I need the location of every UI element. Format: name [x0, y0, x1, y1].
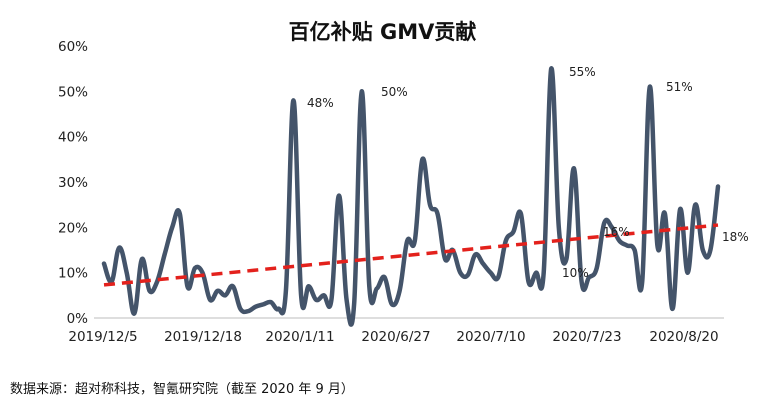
x-tick-label: 2019/12/5 — [68, 329, 137, 345]
gmv-contribution-line — [101, 66, 721, 327]
y-tick-label: 0% — [67, 311, 89, 327]
x-tick-label: 2020/8/20 — [649, 329, 718, 345]
annotation-label: 10% — [562, 266, 589, 280]
source-note: 数据来源：超对称科技，智氪研究院（截至 2020 年 9 月） — [10, 382, 354, 397]
y-tick-label: 30% — [58, 175, 88, 191]
annotation-label: 51% — [666, 80, 693, 94]
y-tick-label: 40% — [58, 130, 88, 146]
x-tick-label: 2020/6/27 — [361, 329, 430, 345]
x-tick-label: 2020/1/11 — [265, 329, 334, 345]
x-tick-label: 2019/12/18 — [164, 329, 242, 345]
annotation-label: 50% — [381, 85, 408, 99]
y-tick-label: 60% — [58, 39, 88, 55]
x-tick-label: 2020/7/10 — [456, 329, 525, 345]
annotations: 48% 50% 55% 51% 10% 16% 18% — [307, 65, 749, 280]
line-chart: 0% 10% 20% 30% 40% 50% 60% 2019/12/5 2019/12/18… — [58, 39, 749, 345]
x-axis: 2019/12/5 2019/12/18 2020/1/11 2020/6/27 202… — [68, 329, 718, 345]
y-tick-label: 20% — [58, 220, 88, 236]
annotation-label: 48% — [307, 96, 334, 110]
y-tick-label: 10% — [58, 266, 88, 282]
trend-line — [103, 223, 719, 287]
y-tick-label: 50% — [58, 84, 88, 100]
chart-title: 百亿补贴 GMV贡献 — [288, 20, 477, 44]
annotation-label: 18% — [722, 230, 749, 244]
x-tick-label: 2020/7/23 — [552, 329, 621, 345]
annotation-label: 16% — [603, 225, 630, 239]
annotation-label: 55% — [569, 65, 596, 79]
y-axis: 0% 10% 20% 30% 40% 50% 60% — [58, 39, 88, 327]
